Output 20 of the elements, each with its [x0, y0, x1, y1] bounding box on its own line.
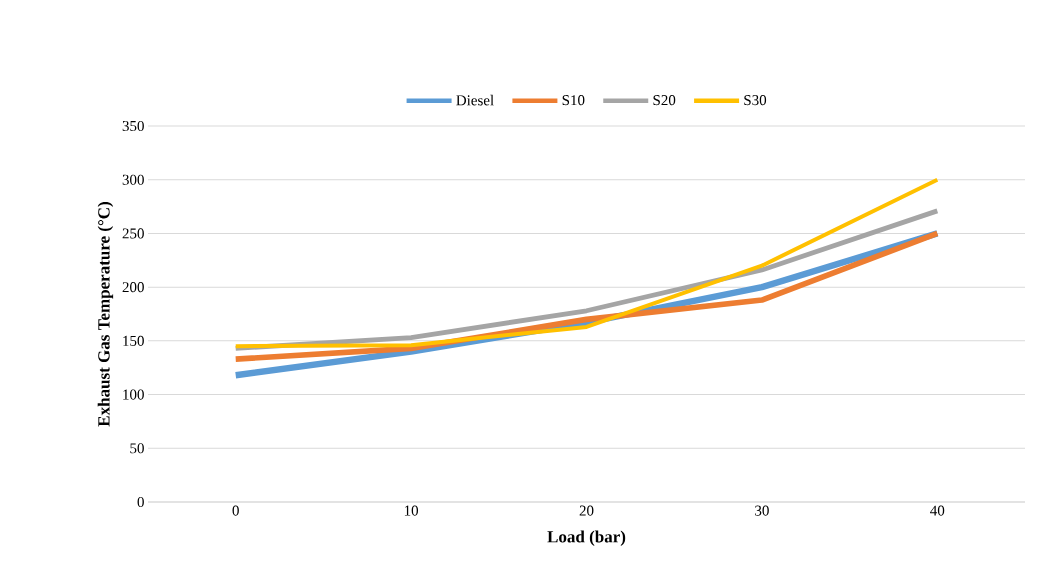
x-axis-title: Load (bar): [547, 530, 626, 546]
y-tick-label: 150: [123, 335, 144, 346]
y-tick-label: 0: [137, 496, 144, 508]
y-tick-label: 350: [122, 120, 144, 132]
x-tick-label: 20: [579, 505, 594, 516]
y-axis-title: Exhaust Gas Temperature (°C): [97, 202, 114, 427]
legend-label: S20: [653, 95, 676, 106]
line-series: [233, 177, 940, 349]
x-tick-label: 0: [232, 505, 239, 516]
legend-label: S30: [744, 95, 767, 106]
x-tick-label: 10: [404, 505, 419, 516]
y-tick-label: 200: [122, 282, 144, 293]
y-tick-label: 100: [123, 389, 144, 400]
x-tick-label: 40: [930, 505, 945, 516]
y-tick-label: 50: [130, 443, 144, 454]
x-tick-label: 30: [755, 505, 769, 516]
legend-label: S10: [562, 95, 585, 106]
y-tick-label: 250: [122, 228, 144, 239]
y-tick-label: 300: [122, 174, 144, 185]
legend-label: Diesel: [456, 94, 494, 106]
